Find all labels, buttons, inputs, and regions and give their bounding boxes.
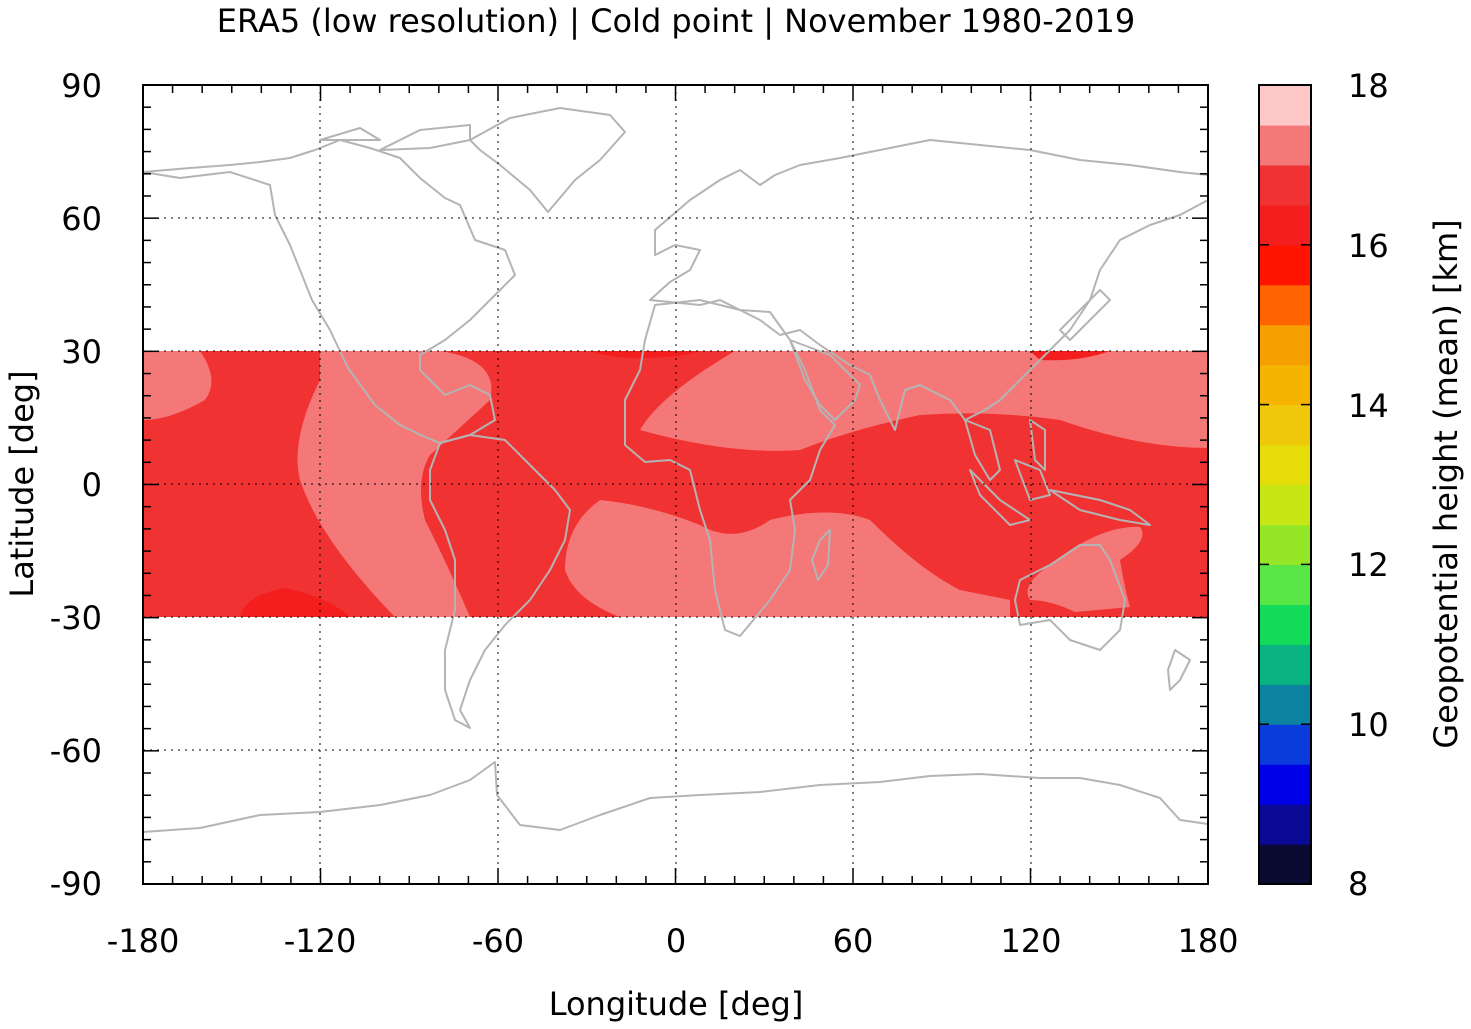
coastline-arabia xyxy=(789,339,861,421)
colorbar-frame xyxy=(1258,84,1312,885)
colorbar-segment xyxy=(1259,124,1311,166)
x-tick-label: -60 xyxy=(472,922,524,960)
region-central-pacific-north xyxy=(143,351,212,420)
coastline-new-zealand xyxy=(1167,649,1191,691)
y-tick-label: -90 xyxy=(50,865,102,903)
colorbar-segment xyxy=(1259,85,1311,126)
y-tick-labels: 90 60 30 0 -30 -60 -90 xyxy=(50,67,102,903)
colorbar-label: Geopotential height (mean) [km] xyxy=(1427,219,1465,748)
colorbar-segment xyxy=(1259,524,1311,565)
coastline-south-america xyxy=(429,434,571,729)
colorbar-segment xyxy=(1259,564,1311,605)
coastline-greenland xyxy=(469,107,626,213)
colorbar-segment xyxy=(1259,284,1311,326)
y-tick-label: 0 xyxy=(82,466,102,504)
colorbar-segment xyxy=(1259,324,1311,366)
colorbar-segment xyxy=(1259,204,1311,246)
x-tick-label: 180 xyxy=(1177,922,1238,960)
colorbar-segment xyxy=(1259,844,1311,885)
colorbar-segment xyxy=(1259,804,1311,845)
coastline-arctic-islands xyxy=(319,124,471,151)
region-max-west-pacific xyxy=(1030,351,1110,361)
map-title: ERA5 (low resolution) | Cold point | Nov… xyxy=(217,2,1135,40)
y-tick-label: 60 xyxy=(61,200,102,238)
x-axis-label: Longitude [deg] xyxy=(549,985,804,1023)
colorbar-segment xyxy=(1259,404,1311,446)
coastline-japan xyxy=(1059,289,1111,341)
coastline-north-america xyxy=(143,139,516,444)
region-max-southeast-pacific xyxy=(240,588,350,617)
colorbar xyxy=(1259,84,1311,885)
x-tick-label: 120 xyxy=(1000,922,1061,960)
coastline-southeast-asia xyxy=(964,419,1151,526)
coastline-africa xyxy=(624,299,836,637)
x-tick-label: 0 xyxy=(666,922,686,960)
x-tick-label: -180 xyxy=(107,922,180,960)
x-tick-label: -120 xyxy=(284,922,357,960)
y-axis-label: Latitude [deg] xyxy=(3,370,41,597)
grid xyxy=(143,85,1208,884)
colorbar-tick-label: 16 xyxy=(1348,227,1389,265)
colorbar-segment xyxy=(1259,684,1311,725)
colorbar-tick-label: 12 xyxy=(1348,546,1389,584)
colorbar-tick-label: 10 xyxy=(1348,706,1389,744)
x-tick-label: 60 xyxy=(833,922,874,960)
coastline-australia xyxy=(1014,544,1126,651)
coastline-antarctica xyxy=(143,761,1208,833)
axis-ticks xyxy=(142,84,1209,885)
y-tick-label: 30 xyxy=(61,333,102,371)
region-south-atlantic-africa xyxy=(565,500,1010,617)
colorbar-segment xyxy=(1259,764,1311,805)
x-tick-labels: -180 -120 -60 0 60 120 180 xyxy=(107,922,1239,960)
colorbar-segment xyxy=(1259,444,1311,486)
plot-frame xyxy=(142,84,1209,885)
colorbar-segment xyxy=(1259,244,1311,286)
colorbar-segment xyxy=(1259,484,1311,526)
region-max-north-atlantic xyxy=(590,351,700,358)
colorbar-segment xyxy=(1259,364,1311,406)
colorbar-tick-labels: 18 16 14 12 10 8 xyxy=(1348,67,1389,903)
colorbar-segment xyxy=(1259,724,1311,765)
colorbar-tick-label: 14 xyxy=(1348,387,1389,425)
region-north-africa-asia xyxy=(640,351,1208,451)
y-tick-label: -30 xyxy=(50,599,102,637)
colorbar-tick-label: 8 xyxy=(1348,865,1368,903)
coastline-madagascar xyxy=(811,529,831,581)
colorbar-segment xyxy=(1259,604,1311,645)
region-east-pacific xyxy=(297,351,492,617)
colorbar-segment xyxy=(1259,644,1311,685)
region-australia xyxy=(1027,526,1143,612)
y-tick-label: 90 xyxy=(61,67,102,105)
colorbar-segment xyxy=(1259,164,1311,206)
colorbar-tick-label: 18 xyxy=(1348,67,1389,105)
y-tick-label: -60 xyxy=(50,732,102,770)
